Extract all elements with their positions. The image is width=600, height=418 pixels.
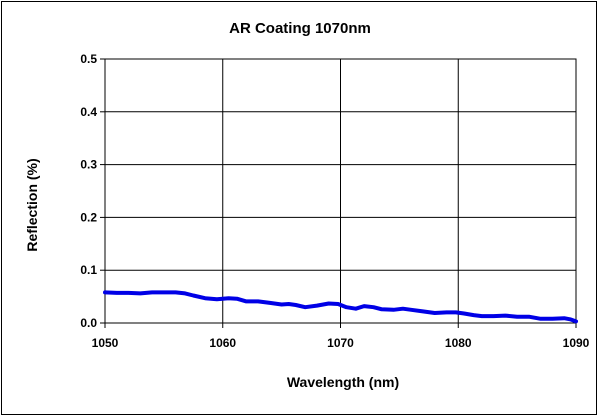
x-tick-label: 1080 bbox=[445, 336, 472, 350]
y-tick-label: 0.4 bbox=[80, 105, 97, 119]
y-tick-label: 0.0 bbox=[80, 316, 97, 330]
x-axis-label: Wavelength (nm) bbox=[286, 374, 400, 390]
chart-title: AR Coating 1070nm bbox=[229, 20, 371, 37]
x-tick-label: 1060 bbox=[209, 336, 236, 350]
tick-labels: 1050 1060 1070 1080 1090 0.0 0.1 0.2 0.3 0.4 0.5 bbox=[80, 52, 589, 350]
series-layer bbox=[103, 290, 578, 324]
x-tick-label: 1090 bbox=[563, 336, 590, 350]
x-tick-label: 1070 bbox=[327, 336, 354, 350]
x-tick-label: 1050 bbox=[92, 336, 119, 350]
y-tick-label: 0.2 bbox=[80, 210, 97, 224]
y-tick-label: 0.3 bbox=[80, 158, 97, 172]
grid-lines bbox=[100, 58, 577, 328]
reflection-line bbox=[103, 290, 578, 324]
y-tick-label: 0.5 bbox=[80, 52, 97, 66]
y-tick-label: 0.1 bbox=[80, 263, 97, 277]
